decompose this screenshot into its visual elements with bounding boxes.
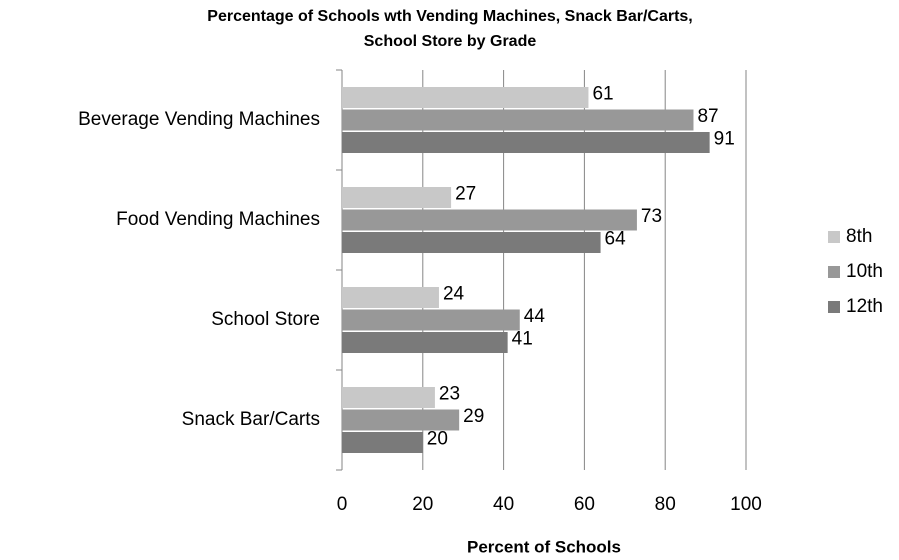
legend-label: 12th [846,296,883,317]
legend-swatch [828,231,840,243]
x-tick-label: 60 [574,494,595,515]
data-label: 23 [439,384,460,405]
y-tick-label: Snack Bar/Carts [182,409,320,430]
y-tick-label: Food Vending Machines [116,209,320,230]
data-label: 29 [463,406,484,427]
data-label: 44 [524,306,546,327]
y-tick-label: School Store [211,309,320,330]
data-label: 20 [427,429,448,450]
bar [342,209,637,231]
bar [342,432,423,453]
data-label: 41 [512,329,533,350]
data-label: 24 [443,284,465,305]
x-tick-label: 20 [412,494,433,515]
chart-title: Percentage of Schools wth Vending Machin… [207,8,692,25]
data-label: 73 [641,206,662,227]
bar [342,232,601,253]
bar [342,387,435,408]
legend-label: 8th [846,226,872,247]
bar [342,287,439,308]
legend-label: 10th [846,261,883,282]
bar [342,87,589,108]
x-tick-label: 80 [655,494,676,515]
bar [342,109,694,131]
data-label: 87 [697,106,718,127]
chart-title: School Store by Grade [364,33,537,50]
bar [342,132,710,153]
data-label: 27 [455,184,476,205]
legend-swatch [828,266,840,278]
x-tick-label: 100 [730,494,762,515]
legend-swatch [828,301,840,313]
data-label: 64 [605,229,627,250]
bar [342,409,460,431]
data-label: 61 [592,84,613,105]
x-axis-title: Percent of Schools [467,537,621,556]
data-label: 91 [714,129,735,150]
y-tick-label: Beverage Vending Machines [78,109,320,130]
x-tick-label: 0 [337,494,348,515]
x-tick-label: 40 [493,494,514,515]
bar [342,332,508,353]
bar [342,309,520,331]
bar [342,187,452,208]
